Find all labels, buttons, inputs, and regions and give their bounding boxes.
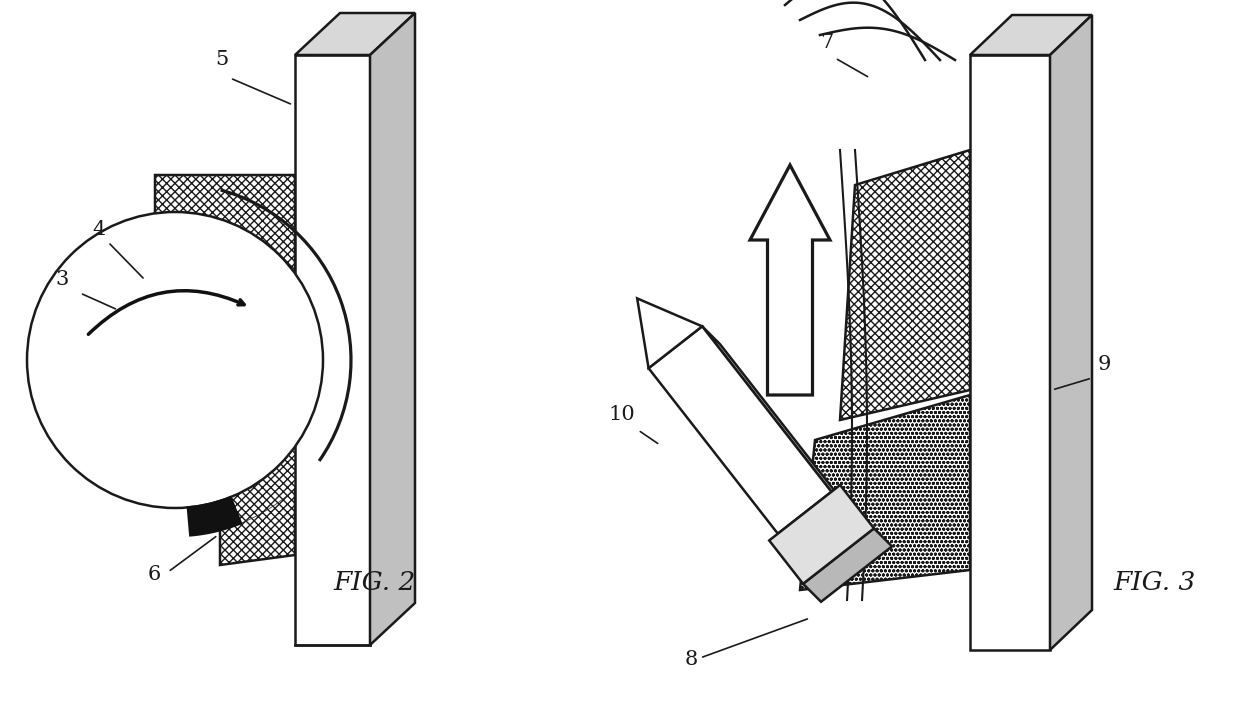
Text: 4: 4: [92, 220, 105, 239]
Text: 9: 9: [1097, 355, 1111, 374]
Polygon shape: [213, 259, 351, 530]
Polygon shape: [219, 465, 295, 565]
Polygon shape: [1050, 15, 1092, 650]
Polygon shape: [769, 485, 874, 583]
Polygon shape: [295, 13, 415, 55]
Text: 3: 3: [55, 270, 68, 289]
Polygon shape: [649, 326, 832, 534]
Text: FIG. 3: FIG. 3: [1114, 570, 1197, 595]
Text: 5: 5: [215, 50, 228, 69]
Polygon shape: [970, 55, 1050, 650]
Polygon shape: [800, 395, 970, 590]
Polygon shape: [155, 175, 295, 355]
Text: FIG. 2: FIG. 2: [334, 570, 417, 595]
Polygon shape: [839, 150, 970, 420]
Polygon shape: [295, 55, 370, 645]
Polygon shape: [188, 497, 241, 535]
Text: 6: 6: [148, 565, 161, 584]
Text: 10: 10: [608, 405, 635, 424]
Text: 8: 8: [684, 650, 698, 669]
Circle shape: [27, 212, 322, 508]
Polygon shape: [637, 299, 702, 368]
Polygon shape: [970, 15, 1092, 55]
Text: 7: 7: [820, 33, 833, 52]
Polygon shape: [370, 13, 415, 645]
Polygon shape: [702, 326, 849, 510]
FancyArrow shape: [750, 165, 830, 395]
Polygon shape: [804, 529, 892, 602]
